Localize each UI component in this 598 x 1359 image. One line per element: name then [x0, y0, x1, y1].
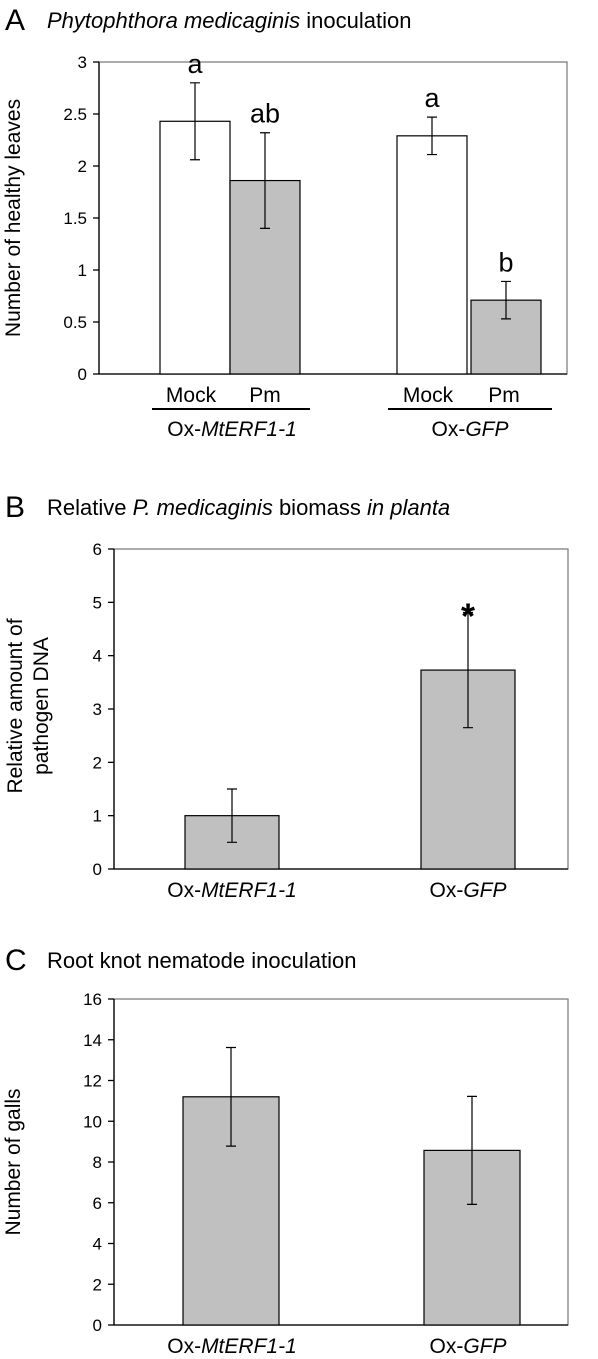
panel-c-x-labels: Ox-MtERF1-1 Ox-GFP	[167, 1335, 506, 1358]
significance-label: b	[498, 247, 513, 277]
panel-a-sublabel-pm-2: Pm	[488, 384, 520, 407]
panel-b-title-part: P. medicaginis	[133, 495, 273, 520]
panel-c-ylabel: Number of galls	[2, 1088, 25, 1235]
panel-a-title-part: Phytophthora medicaginis	[47, 8, 300, 33]
panel-c-group-label-2: Ox-GFP	[430, 1335, 507, 1358]
y-tick-label: 0	[78, 365, 87, 384]
y-tick-label: 1.5	[63, 209, 87, 228]
panel-a-group-label-1: Ox-MtERF1-1	[167, 418, 297, 441]
y-tick-label: 4	[93, 647, 102, 666]
significance-label: a	[424, 83, 440, 113]
y-tick-label: 3	[93, 700, 102, 719]
panel-b-bars: *	[184, 595, 516, 870]
panel-a-ylabel: Number of healthy leaves	[2, 99, 25, 337]
y-tick-label: 12	[83, 1072, 102, 1091]
error-bar	[227, 788, 237, 843]
panel-c: C Root knot nematode inoculation Number …	[2, 944, 569, 1358]
error-bar	[463, 611, 473, 729]
error-bar	[260, 132, 270, 229]
group-label-part: GFP	[463, 1335, 506, 1358]
y-tick-label: 10	[83, 1112, 102, 1131]
panel-a-sublabel-mock-2: Mock	[403, 384, 454, 407]
panel-b-title-part: in planta	[367, 495, 450, 520]
y-tick-label: 6	[93, 1194, 102, 1213]
y-tick-label: 3	[78, 53, 87, 72]
significance-label: ab	[250, 99, 280, 129]
error-bar	[501, 280, 511, 320]
group-label-part: Ox-	[167, 879, 201, 902]
panel-c-letter: C	[5, 944, 27, 977]
panel-b-group-label-1: Ox-MtERF1-1	[167, 879, 297, 902]
panel-b-title-part: Relative	[47, 495, 133, 520]
panel-b: B Relative P. medicaginis biomass in pla…	[4, 491, 569, 902]
panel-a-title-part: inoculation	[300, 8, 411, 33]
y-tick-label: 1	[78, 261, 87, 280]
panel-c-bars	[182, 1046, 521, 1326]
error-bar	[190, 82, 200, 161]
panel-c-title: Root knot nematode inoculation	[47, 948, 356, 973]
error-bar	[467, 1095, 477, 1205]
y-tick-label: 14	[83, 1031, 102, 1050]
significance-label: *	[461, 595, 475, 636]
group-label-part: Ox-	[430, 1335, 464, 1358]
y-tick-label: 5	[93, 593, 102, 612]
group-label-part: MtERF1-1	[201, 879, 297, 902]
group-label-part: Ox-	[432, 418, 466, 441]
panel-a: A Phytophthora medicaginis inoculation N…	[2, 4, 568, 441]
significance-label: a	[187, 49, 203, 79]
y-tick-label: 2	[93, 1275, 102, 1294]
panel-a-sublabel-pm-1: Pm	[249, 384, 281, 407]
group-label-part: MtERF1-1	[201, 1335, 297, 1358]
panel-c-title-part: Root knot nematode inoculation	[47, 948, 356, 973]
panel-b-title: Relative P. medicaginis biomass in plant…	[47, 495, 450, 520]
group-label-part: Ox-	[167, 1335, 201, 1358]
y-tick-label: 1	[93, 807, 102, 826]
panel-b-x-labels: Ox-MtERF1-1 Ox-GFP	[167, 879, 506, 902]
error-bar	[427, 116, 437, 156]
panel-a-letter: A	[5, 4, 25, 37]
group-label-part: GFP	[463, 879, 506, 902]
y-tick-label: 6	[93, 540, 102, 559]
y-tick-label: 4	[93, 1235, 102, 1254]
y-tick-label: 2	[93, 753, 102, 772]
group-label-part: Ox-	[430, 879, 464, 902]
y-tick-label: 0	[93, 1316, 102, 1335]
y-tick-label: 16	[83, 990, 102, 1009]
panel-c-y-axis: 0 2 4 6 8 10 12 14 16	[83, 990, 568, 1335]
y-tick-label: 8	[93, 1153, 102, 1172]
bar	[396, 135, 468, 375]
y-tick-label: 2	[78, 157, 87, 176]
panel-b-title-part: biomass	[273, 495, 367, 520]
panel-b-group-label-2: Ox-GFP	[430, 879, 507, 902]
panel-a-sublabel-mock-1: Mock	[166, 384, 217, 407]
bar	[159, 120, 231, 375]
panel-a-group-label-2: Ox-GFP	[432, 418, 509, 441]
panel-c-group-label-1: Ox-MtERF1-1	[167, 1335, 297, 1358]
panel-b-ylabel-line-2: pathogen DNA	[30, 637, 53, 775]
y-tick-label: 2.5	[63, 105, 87, 124]
group-label-part: Ox-	[167, 418, 201, 441]
panel-a-x-labels: Mock Pm Ox-MtERF1-1 Mock Pm Ox-GFP	[152, 384, 552, 441]
y-tick-label: 0	[93, 860, 102, 879]
panel-a-title: Phytophthora medicaginis inoculation	[47, 8, 411, 33]
panel-b-letter: B	[5, 491, 25, 524]
panel-b-ylabel-line-1: Relative amount of	[4, 618, 27, 793]
error-bar	[226, 1046, 236, 1147]
group-label-part: GFP	[465, 418, 508, 441]
y-tick-label: 0.5	[63, 313, 87, 332]
group-label-part: MtERF1-1	[201, 418, 297, 441]
